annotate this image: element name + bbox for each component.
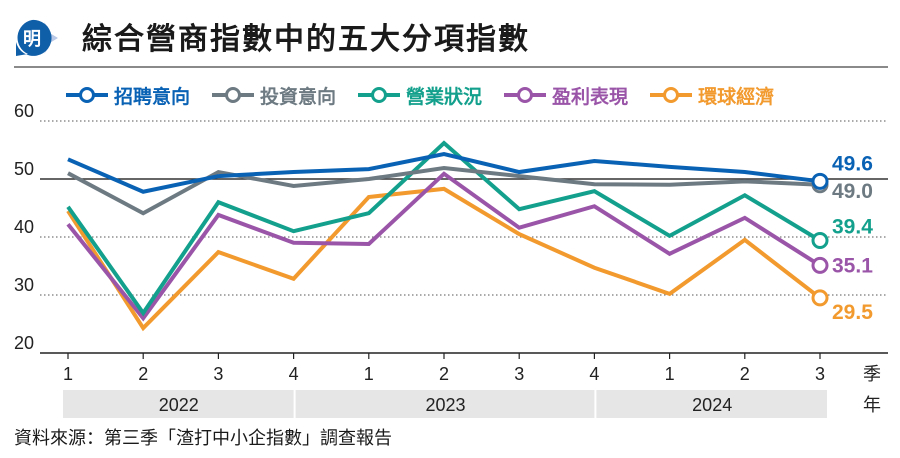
end-value-label: 29.5	[832, 301, 873, 324]
newspaper-logo-icon: 明	[16, 19, 58, 57]
x-tick-label: 2	[138, 364, 148, 384]
x-tick-label: 3	[213, 364, 223, 384]
legend-item: 招聘意向	[66, 82, 190, 109]
legend-line-marker-icon	[358, 87, 401, 103]
y-tick-label: 30	[14, 275, 34, 295]
series-layer	[66, 140, 829, 332]
series-end-marker	[811, 256, 829, 274]
x-tick-label: 4	[589, 364, 599, 384]
x-tick-label: 4	[289, 364, 299, 384]
legend-label: 投資意向	[260, 85, 337, 108]
series-end-marker	[811, 172, 829, 190]
end-value-label: 35.1	[832, 254, 873, 277]
year-band	[295, 390, 595, 418]
x-tick-label: 2	[439, 364, 449, 384]
label-layer: 29.5 35.1 39.4 49.0 49.6	[832, 152, 873, 324]
legend-line-marker-icon	[66, 87, 108, 103]
legend-label: 環球經濟	[698, 85, 775, 108]
year-label: 2024	[692, 395, 732, 415]
chart-header: 明 綜合營商指數中的五大分項指數	[0, 0, 900, 70]
y-tick-label: 20	[14, 333, 34, 353]
y-tick-label: 40	[14, 217, 34, 237]
legend-line-marker-icon	[212, 87, 255, 103]
legend-item: 投資意向	[212, 82, 336, 109]
year-label: 2023	[425, 395, 465, 415]
x-tick-label: 3	[514, 364, 524, 384]
legend-item: 盈利表現	[504, 82, 628, 109]
end-value-label: 39.4	[832, 215, 873, 238]
legend-label: 招聘意向	[114, 85, 191, 108]
x-tick-label: 3	[815, 364, 825, 384]
chart-legend: 招聘意向 投資意向 營業狀況 盈利表現 環球經濟	[66, 80, 796, 110]
legend-item: 營業狀況	[358, 82, 482, 109]
legend-label: 營業狀況	[406, 85, 483, 108]
legend-item: 環球經濟	[650, 82, 774, 109]
end-value-label: 49.0	[832, 180, 873, 203]
grid-layer	[40, 120, 888, 296]
x-tick-label: 1	[63, 364, 73, 384]
year-band	[596, 390, 827, 418]
y-tick-label: 60	[14, 101, 34, 121]
series-line	[66, 171, 822, 322]
year-label: 2022	[159, 395, 199, 415]
series-end-marker	[811, 231, 829, 249]
axis-layer: 20 30 40 50 60 1 2 3 4 1 2 3 4 1 2 3 季 2022 2023 2024 年	[14, 101, 888, 418]
x-tick-label: 1	[364, 364, 374, 384]
logo-char: 明	[23, 29, 41, 50]
legend-label: 盈利表現	[552, 85, 629, 108]
series-end-marker	[811, 289, 829, 307]
year-band	[63, 390, 294, 418]
legend-line-marker-icon	[504, 87, 547, 103]
x-axis-label-quarter: 季	[863, 364, 881, 385]
legend-line-marker-icon	[650, 87, 693, 103]
end-value-label: 49.6	[832, 152, 873, 175]
chart-title: 綜合營商指數中的五大分項指數	[82, 22, 530, 57]
x-tick-label: 1	[665, 364, 675, 384]
source-note: 資料來源：第三季「渣打中小企指數」調查報告	[14, 428, 392, 449]
header-divider	[14, 66, 888, 68]
x-tick-label: 2	[740, 364, 750, 384]
y-tick-label: 50	[14, 159, 34, 179]
x-axis-label-year: 年	[863, 395, 881, 416]
